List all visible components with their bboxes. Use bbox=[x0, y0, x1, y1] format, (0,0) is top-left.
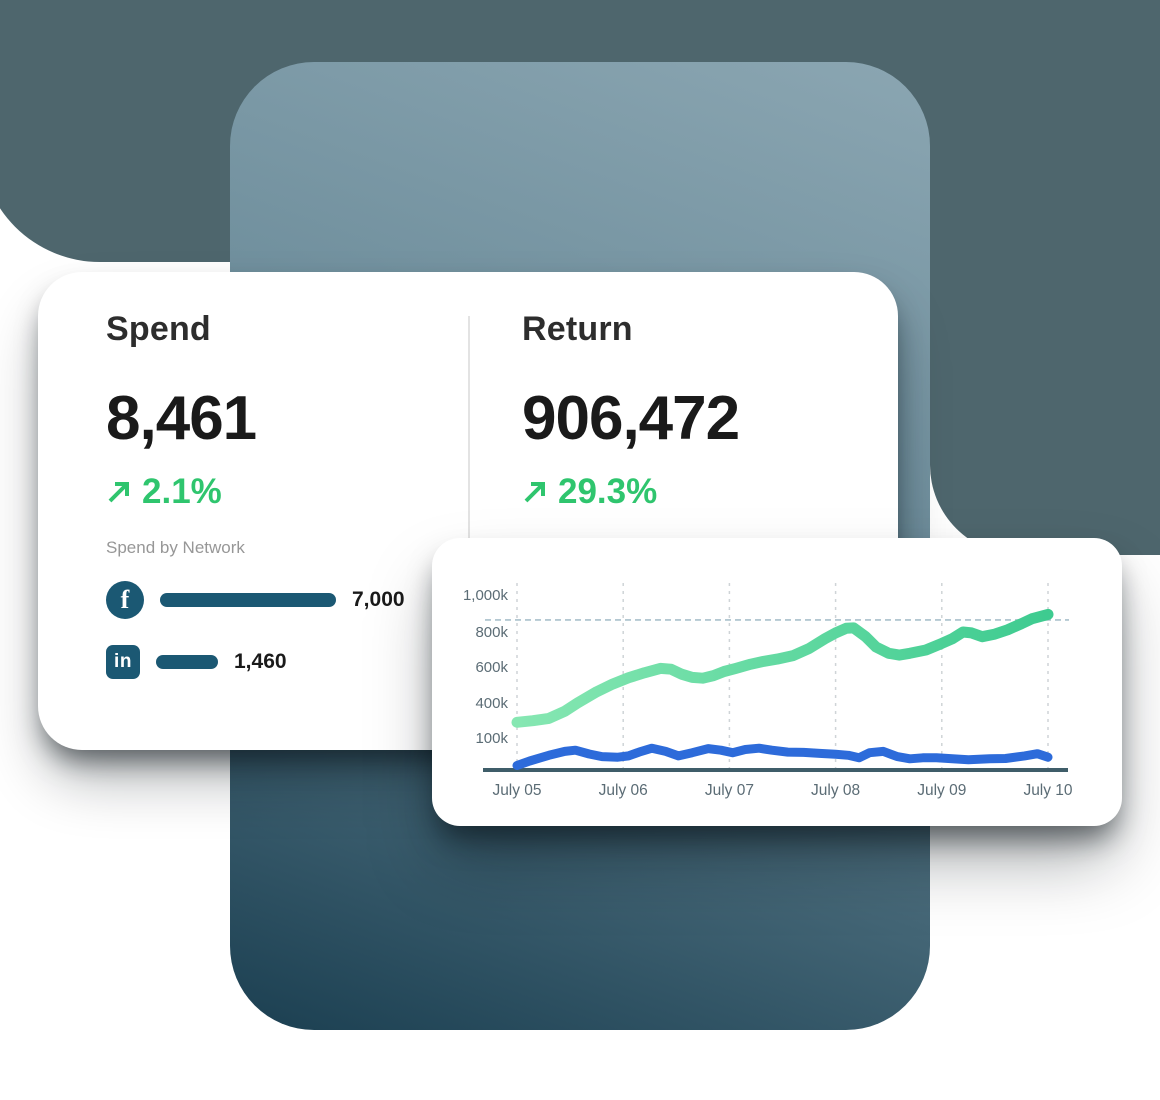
dark-backdrop-column bbox=[930, 0, 1160, 555]
facebook-icon: f bbox=[106, 581, 144, 619]
facebook-spend-value: 7,000 bbox=[352, 588, 405, 611]
linkedin-icon: in bbox=[106, 645, 140, 679]
svg-text:July 10: July 10 bbox=[1023, 782, 1072, 799]
linkedin-spend-bar bbox=[156, 655, 218, 669]
line-chart: July 05 July 06 July 07 July 08 July 09 July … bbox=[463, 583, 1073, 799]
network-row-facebook: f 7,000 bbox=[106, 580, 456, 620]
svg-text:600k: 600k bbox=[475, 659, 508, 676]
linkedin-spend-value: 1,460 bbox=[234, 650, 287, 673]
network-row-linkedin: in 1,460 bbox=[106, 642, 456, 682]
svg-text:July 09: July 09 bbox=[917, 782, 966, 799]
spend-by-network-label: Spend by Network bbox=[106, 538, 245, 557]
return-column: Return 906,472 29.3% bbox=[522, 310, 882, 512]
return-change: 29.3% bbox=[558, 472, 658, 511]
svg-text:1,000k: 1,000k bbox=[463, 587, 509, 604]
svg-text:July 08: July 08 bbox=[811, 782, 860, 799]
return-value: 906,472 bbox=[522, 384, 740, 453]
trend-up-icon bbox=[108, 482, 129, 503]
svg-text:July 07: July 07 bbox=[705, 782, 754, 799]
spend-trend: 2.1% bbox=[106, 472, 456, 512]
spend-value: 8,461 bbox=[106, 384, 257, 453]
svg-text:400k: 400k bbox=[475, 695, 508, 712]
svg-text:100k: 100k bbox=[475, 730, 508, 747]
spend-title: Spend bbox=[106, 310, 211, 348]
trend-up-icon bbox=[524, 482, 545, 503]
facebook-spend-bar bbox=[160, 593, 336, 607]
return-title: Return bbox=[522, 310, 633, 348]
return-trend: 29.3% bbox=[522, 472, 882, 512]
spend-column: Spend 8,461 2.1% Spend by Network f 7,00… bbox=[106, 310, 456, 682]
chart-card: July 05 July 06 July 07 July 08 July 09 July … bbox=[432, 538, 1122, 826]
column-divider bbox=[468, 316, 470, 734]
spend-change: 2.1% bbox=[142, 472, 222, 511]
svg-text:800k: 800k bbox=[475, 624, 508, 641]
svg-text:July 06: July 06 bbox=[599, 782, 648, 799]
svg-text:July 05: July 05 bbox=[492, 782, 541, 799]
